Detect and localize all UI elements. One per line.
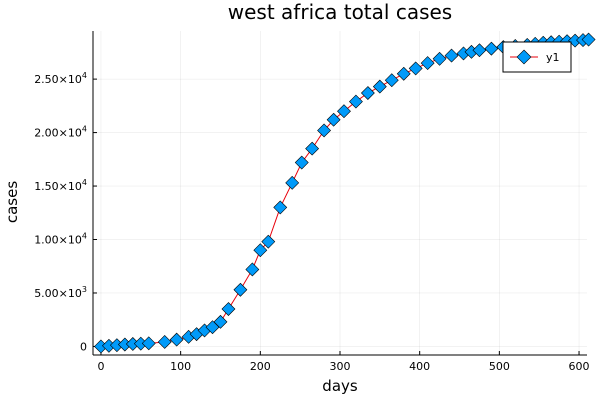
data-point-13: [213, 314, 228, 329]
x-tick-label-0: 0: [97, 360, 104, 373]
legend-marker-swatch: [516, 49, 532, 65]
data-point-8: [169, 332, 184, 347]
data-point-21: [294, 155, 309, 170]
legend: y1: [502, 41, 572, 73]
x-tick-label-5: 500: [489, 360, 510, 373]
y-axis-ticks: 0 5.00×103 1.00×104 1.50×104 2.00×104 2.50×10…: [34, 71, 97, 353]
data-point-49: [581, 32, 596, 47]
y-tick-label-2: 1.00×104: [34, 232, 87, 247]
data-point-16: [245, 262, 260, 277]
data-point-18: [261, 234, 276, 249]
data-point-30: [396, 66, 411, 81]
data-point-38: [484, 41, 499, 56]
x-tick-label-2: 200: [250, 360, 271, 373]
series-line-0: [100, 39, 589, 347]
data-point-27: [360, 86, 375, 100]
series: [94, 32, 596, 354]
data-point-25: [337, 104, 351, 119]
data-point-7: [157, 335, 172, 349]
data-point-20: [285, 175, 300, 190]
data-point-33: [432, 51, 447, 66]
data-point-6: [141, 336, 156, 351]
y-tick-label-1: 5.00×103: [34, 285, 87, 300]
data-point-31: [408, 61, 423, 76]
data-point-29: [384, 73, 399, 88]
data-point-24: [326, 112, 341, 127]
legend-label: y1: [546, 51, 560, 64]
data-point-22: [305, 141, 320, 156]
y-tick-label-0: 0: [80, 340, 87, 353]
y-tick-label-5: 2.50×104: [34, 71, 87, 86]
data-point-26: [349, 94, 363, 109]
x-tick-label-6: 600: [569, 360, 590, 373]
legend-box: [502, 41, 572, 73]
y-tick-label-4: 2.00×104: [34, 125, 87, 140]
data-point-37: [472, 43, 487, 58]
x-axis-label: days: [322, 377, 358, 395]
data-point-28: [372, 79, 387, 94]
x-axis-ticks: 0 100 200 300 400 500 600: [97, 351, 590, 373]
y-axis-label: cases: [3, 181, 21, 223]
data-point-19: [273, 200, 288, 215]
data-point-17: [253, 243, 268, 258]
data-point-32: [420, 56, 435, 71]
x-tick-label-4: 400: [409, 360, 430, 373]
data-point-34: [444, 48, 459, 63]
chart-title: west africa total cases: [228, 0, 452, 24]
x-tick-label-1: 100: [170, 360, 191, 373]
grid: [93, 31, 587, 355]
data-point-23: [317, 123, 331, 138]
data-point-14: [221, 302, 236, 316]
x-tick-label-3: 300: [330, 360, 351, 373]
data-point-15: [233, 282, 248, 297]
y-tick-label-3: 1.50×104: [34, 178, 87, 193]
